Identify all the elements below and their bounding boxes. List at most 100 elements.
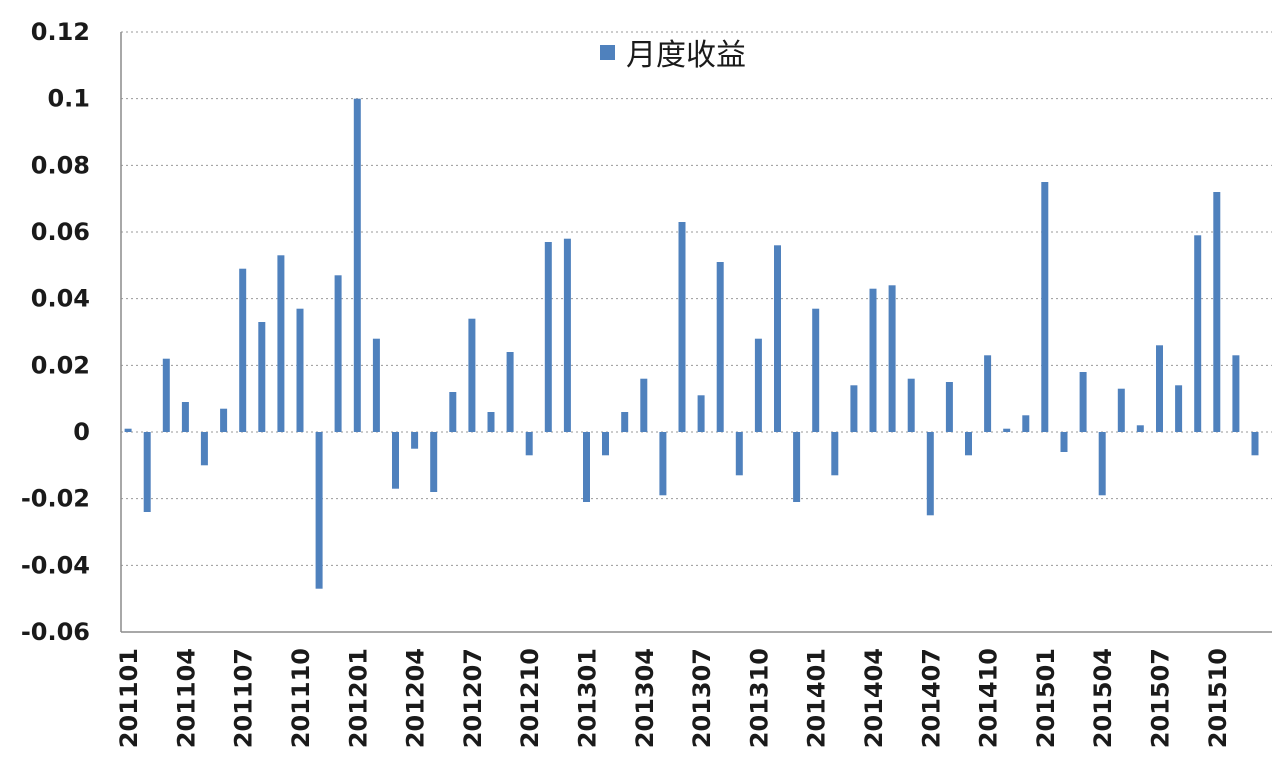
bars [124, 98, 1259, 589]
y-tick-label: -0.02 [21, 485, 90, 513]
y-tick-label: 0.08 [31, 151, 90, 179]
bar-201207 [468, 318, 476, 432]
x-tick-label: 201201 [344, 648, 372, 748]
bar-201401 [812, 308, 820, 432]
bar-201102 [143, 432, 151, 512]
x-tick-label: 201307 [688, 648, 716, 748]
x-tick-labels: 201101 201104 201107 201110 201201 201204 2012… [115, 648, 1232, 748]
x-tick-label: 201401 [803, 648, 831, 748]
bar-201509 [1194, 235, 1202, 432]
bar-201512 [1251, 432, 1259, 456]
y-tick-label: 0.06 [31, 218, 90, 246]
bar-201203 [392, 432, 399, 489]
bar-201303 [621, 412, 629, 432]
bar-201505 [1117, 388, 1125, 432]
x-tick-label: 201210 [516, 648, 544, 748]
bar-201103 [162, 358, 170, 432]
bar-201507 [1156, 345, 1163, 432]
bar-201411 [1003, 428, 1011, 432]
y-tick-label: 0 [73, 418, 90, 446]
bar-201109 [277, 255, 285, 432]
legend-label: 月度收益 [626, 38, 746, 73]
y-tick-label: 0.12 [31, 18, 90, 46]
bar-201202 [372, 338, 380, 432]
x-tick-label: 201301 [573, 648, 601, 748]
legend: 月度收益 [600, 38, 746, 73]
bar-201111 [315, 432, 323, 589]
x-tick-label: 201404 [860, 648, 888, 748]
bar-201309 [735, 432, 743, 476]
bar-201112 [334, 275, 342, 432]
bar-201209 [506, 352, 514, 432]
bar-201105 [200, 432, 208, 466]
bar-201405 [888, 285, 896, 432]
bar-201107 [239, 268, 247, 432]
x-tick-label: 201101 [115, 648, 143, 748]
bar-201211 [544, 242, 552, 432]
x-tick-label: 201107 [230, 648, 258, 748]
x-tick-label: 201207 [459, 648, 487, 748]
bar-201409 [965, 432, 972, 456]
bar-201302 [602, 432, 609, 456]
x-tick-label: 201407 [917, 648, 945, 748]
y-tick-label: -0.04 [21, 551, 90, 579]
bar-201508 [1175, 385, 1183, 432]
bar-201407 [926, 432, 934, 516]
bar-201402 [831, 432, 839, 476]
bar-201506 [1136, 425, 1144, 432]
bar-201412 [1022, 415, 1030, 432]
axes [120, 32, 1272, 633]
x-tick-label: 201304 [631, 648, 659, 748]
bar-201204 [411, 432, 419, 449]
bar-201104 [181, 402, 189, 432]
gridlines [121, 31, 1272, 633]
x-tick-label: 201410 [975, 648, 1003, 748]
bar-201208 [487, 412, 495, 432]
bar-201501 [1041, 182, 1049, 432]
bar-201504 [1098, 432, 1106, 496]
bar-201304 [640, 378, 648, 432]
bar-201510 [1213, 192, 1221, 432]
x-tick-label: 201510 [1204, 648, 1232, 748]
bar-201503 [1079, 372, 1087, 432]
x-tick-label: 201501 [1032, 648, 1060, 748]
y-tick-label: 0.04 [31, 285, 90, 313]
bar-201201 [353, 98, 361, 432]
bar-201511 [1232, 355, 1240, 432]
bar-201110 [296, 308, 304, 432]
x-tick-label: 201310 [745, 648, 773, 748]
bar-201404 [869, 288, 877, 432]
x-tick-label: 201204 [402, 648, 430, 748]
bar-201106 [220, 408, 228, 432]
y-tick-labels: 0.12 0.1 0.08 0.06 0.04 0.02 0 -0.02 -0.04 -0.06 [21, 18, 90, 646]
y-tick-label: 0.1 [47, 85, 90, 113]
legend-swatch [600, 45, 615, 60]
bar-201108 [258, 322, 266, 432]
bar-201212 [563, 238, 571, 432]
bar-201101 [124, 428, 132, 432]
bar-201403 [850, 385, 858, 432]
x-tick-label: 201110 [287, 648, 315, 748]
x-tick-label: 201507 [1146, 648, 1174, 748]
x-tick-label: 201504 [1089, 648, 1117, 748]
bar-201410 [984, 355, 992, 432]
bar-201301 [583, 432, 590, 502]
bar-201306 [678, 222, 686, 432]
bar-201305 [659, 432, 667, 496]
bar-201206 [449, 392, 457, 432]
bar-201408 [945, 382, 953, 432]
y-tick-label: 0.02 [31, 351, 90, 379]
bar-201310 [754, 338, 762, 432]
bar-201406 [907, 378, 915, 432]
bar-201308 [716, 262, 724, 432]
bar-201312 [793, 432, 801, 502]
bar-201210 [525, 432, 533, 456]
y-tick-label: -0.06 [21, 618, 90, 646]
bar-201311 [774, 245, 781, 432]
bar-201307 [697, 395, 705, 432]
x-tick-label: 201104 [172, 648, 200, 748]
bar-201205 [430, 432, 438, 492]
bar-201502 [1060, 432, 1068, 452]
